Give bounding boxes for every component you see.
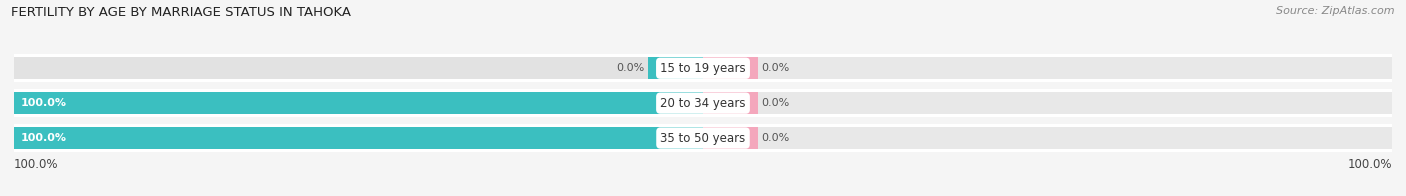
Bar: [703, 127, 1392, 149]
Bar: [14, 92, 703, 114]
Text: 0.0%: 0.0%: [762, 63, 790, 73]
Text: 0.0%: 0.0%: [762, 98, 790, 108]
Bar: [648, 57, 703, 79]
Bar: [14, 92, 703, 114]
Text: 20 to 34 years: 20 to 34 years: [661, 97, 745, 110]
Bar: [14, 127, 703, 149]
Bar: [14, 54, 1392, 82]
Bar: [703, 127, 1392, 149]
Bar: [703, 92, 758, 114]
Bar: [14, 127, 703, 149]
Bar: [703, 57, 1392, 79]
Text: 100.0%: 100.0%: [14, 158, 59, 171]
Bar: [703, 92, 1392, 114]
Text: 15 to 19 years: 15 to 19 years: [661, 62, 745, 75]
Bar: [14, 57, 703, 79]
Bar: [703, 127, 758, 149]
Text: 0.0%: 0.0%: [616, 63, 644, 73]
Bar: [703, 57, 758, 79]
Bar: [14, 89, 1392, 117]
Bar: [703, 57, 1392, 79]
Text: 0.0%: 0.0%: [762, 133, 790, 143]
Text: FERTILITY BY AGE BY MARRIAGE STATUS IN TAHOKA: FERTILITY BY AGE BY MARRIAGE STATUS IN T…: [11, 6, 352, 19]
Bar: [14, 92, 703, 114]
Text: 100.0%: 100.0%: [21, 133, 67, 143]
Bar: [14, 57, 703, 79]
Text: 100.0%: 100.0%: [1347, 158, 1392, 171]
Bar: [14, 127, 703, 149]
Bar: [14, 124, 1392, 152]
Text: 100.0%: 100.0%: [21, 98, 67, 108]
Bar: [703, 92, 1392, 114]
Text: 35 to 50 years: 35 to 50 years: [661, 132, 745, 144]
Text: Source: ZipAtlas.com: Source: ZipAtlas.com: [1277, 6, 1395, 16]
